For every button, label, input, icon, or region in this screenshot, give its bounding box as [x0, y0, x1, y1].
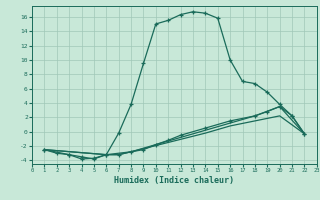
X-axis label: Humidex (Indice chaleur): Humidex (Indice chaleur) — [115, 176, 234, 185]
